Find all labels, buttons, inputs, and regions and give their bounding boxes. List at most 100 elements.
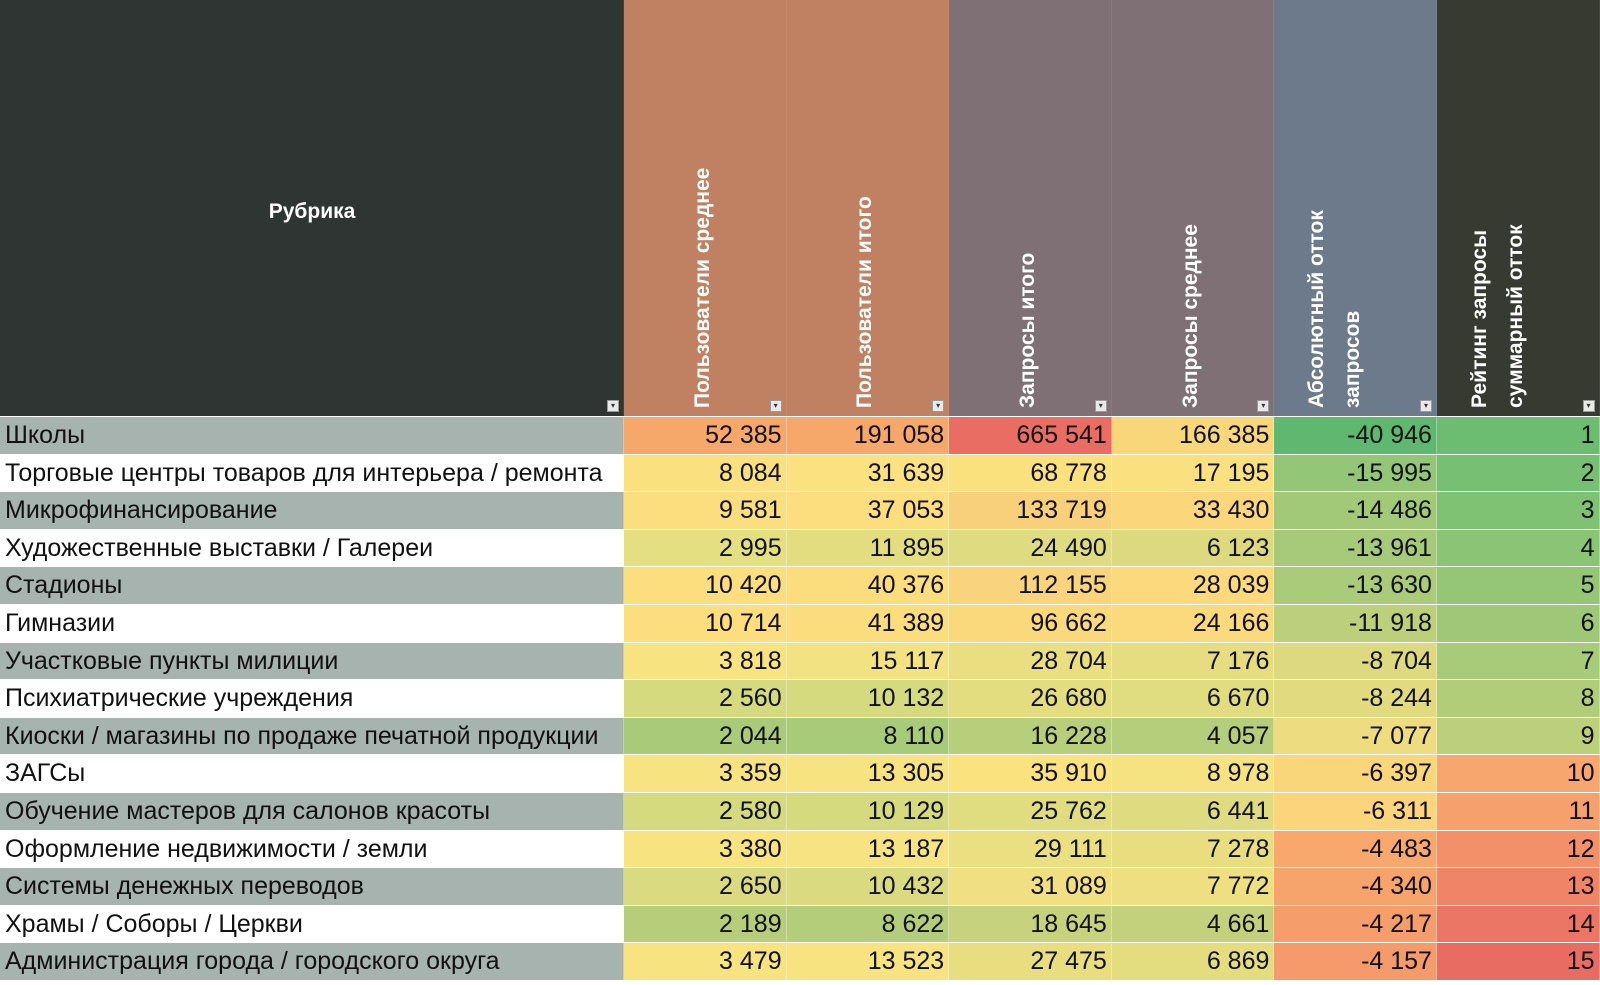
value-cell[interactable]: -6 397 [1274,755,1437,792]
rubric-cell[interactable]: Обучение мастеров для салонов красоты [0,792,624,830]
value-cell[interactable]: 52 385 [624,417,787,454]
value-cell[interactable]: 14 [1436,905,1600,943]
value-cell[interactable]: 68 778 [949,454,1112,492]
value-cell[interactable]: 13 305 [786,755,950,792]
filter-dropdown-icon[interactable]: ▾ [1257,400,1270,412]
value-cell[interactable]: 4 057 [1111,717,1275,755]
value-cell[interactable]: 2 [1436,454,1600,492]
value-cell[interactable]: -8 244 [1274,680,1437,717]
rubric-cell[interactable]: ЗАГСы [0,755,624,792]
rubric-cell[interactable]: Киоски / магазины по продаже печатной пр… [0,717,624,755]
value-cell[interactable]: 24 490 [949,529,1112,567]
value-cell[interactable]: 12 [1436,830,1600,868]
value-cell[interactable]: 4 661 [1111,905,1275,943]
value-cell[interactable]: 17 195 [1111,454,1275,492]
value-cell[interactable]: 10 [1436,755,1600,792]
value-cell[interactable]: 6 123 [1111,529,1275,567]
value-cell[interactable]: 4 [1436,529,1600,567]
value-cell[interactable]: 10 420 [624,567,787,604]
value-cell[interactable]: 7 278 [1111,830,1275,868]
value-cell[interactable]: 2 044 [624,717,787,755]
value-cell[interactable]: 13 [1436,868,1600,905]
value-cell[interactable]: 2 650 [624,868,787,905]
value-cell[interactable]: 166 385 [1111,417,1275,454]
rubric-cell[interactable]: Психиатрические учреждения [0,680,624,717]
rubric-cell[interactable]: Микрофинансирование [0,492,624,529]
value-cell[interactable]: -15 995 [1274,454,1437,492]
value-cell[interactable]: -4 157 [1274,943,1437,980]
value-cell[interactable]: 3 380 [624,830,787,868]
value-cell[interactable]: 11 [1436,792,1600,830]
value-cell[interactable]: -11 918 [1274,604,1437,642]
value-cell[interactable]: -4 217 [1274,905,1437,943]
value-cell[interactable]: 8 978 [1111,755,1275,792]
value-cell[interactable]: 26 680 [949,680,1112,717]
value-cell[interactable]: 10 714 [624,604,787,642]
filter-dropdown-icon[interactable]: ▾ [769,400,782,412]
value-cell[interactable]: 2 580 [624,792,787,830]
value-cell[interactable]: 40 376 [786,567,950,604]
value-cell[interactable]: -14 486 [1274,492,1437,529]
value-cell[interactable]: 31 639 [786,454,950,492]
filter-dropdown-icon[interactable]: ▾ [607,400,619,412]
value-cell[interactable]: 6 670 [1111,680,1275,717]
value-cell[interactable]: -13 630 [1274,567,1437,604]
value-cell[interactable]: 24 166 [1111,604,1275,642]
rubric-cell[interactable]: Системы денежных переводов [0,868,624,905]
rubric-cell[interactable]: Школы [0,417,624,454]
value-cell[interactable]: -4 340 [1274,868,1437,905]
value-cell[interactable]: 665 541 [949,417,1112,454]
value-cell[interactable]: 5 [1436,567,1600,604]
value-cell[interactable]: 7 176 [1111,642,1275,680]
value-cell[interactable]: 15 117 [786,642,950,680]
value-cell[interactable]: 3 479 [624,943,787,980]
rubric-cell[interactable]: Администрация города / городского округа [0,943,624,980]
value-cell[interactable]: 191 058 [786,417,950,454]
value-cell[interactable]: 16 228 [949,717,1112,755]
value-cell[interactable]: 10 432 [786,868,950,905]
value-cell[interactable]: 3 359 [624,755,787,792]
value-cell[interactable]: 33 430 [1111,492,1275,529]
filter-dropdown-icon[interactable]: ▾ [1094,400,1107,412]
value-cell[interactable]: 10 132 [786,680,950,717]
rubric-cell[interactable]: Храмы / Соборы / Церкви [0,905,624,943]
value-cell[interactable]: 10 129 [786,792,950,830]
value-cell[interactable]: 15 [1436,943,1600,980]
value-cell[interactable]: 31 089 [949,868,1112,905]
rubric-cell[interactable]: Участковые пункты милиции [0,642,624,680]
filter-dropdown-icon[interactable]: ▾ [932,400,945,412]
value-cell[interactable]: 9 [1436,717,1600,755]
value-cell[interactable]: 8 [1436,680,1600,717]
value-cell[interactable]: 18 645 [949,905,1112,943]
value-cell[interactable]: 25 762 [949,792,1112,830]
value-cell[interactable]: 37 053 [786,492,950,529]
value-cell[interactable]: 2 189 [624,905,787,943]
value-cell[interactable]: 13 187 [786,830,950,868]
value-cell[interactable]: 96 662 [949,604,1112,642]
value-cell[interactable]: -8 704 [1274,642,1437,680]
rubric-cell[interactable]: Стадионы [0,567,624,604]
value-cell[interactable]: 13 523 [786,943,950,980]
value-cell[interactable]: 6 869 [1111,943,1275,980]
value-cell[interactable]: 8 110 [786,717,950,755]
value-cell[interactable]: 27 475 [949,943,1112,980]
value-cell[interactable]: 1 [1436,417,1600,454]
value-cell[interactable]: 28 039 [1111,567,1275,604]
value-cell[interactable]: 35 910 [949,755,1112,792]
rubric-cell[interactable]: Торговые центры товаров для интерьера / … [0,454,624,492]
value-cell[interactable]: 112 155 [949,567,1112,604]
value-cell[interactable]: 9 581 [624,492,787,529]
value-cell[interactable]: 7 [1436,642,1600,680]
value-cell[interactable]: 8 084 [624,454,787,492]
value-cell[interactable]: 6 [1436,604,1600,642]
rubric-cell[interactable]: Оформление недвижимости / земли [0,830,624,868]
value-cell[interactable]: 133 719 [949,492,1112,529]
value-cell[interactable]: 2 560 [624,680,787,717]
filter-dropdown-icon[interactable]: ▾ [1582,400,1595,412]
filter-dropdown-icon[interactable]: ▾ [1419,400,1432,412]
rubric-cell[interactable]: Художественные выставки / Галереи [0,529,624,567]
value-cell[interactable]: 3 [1436,492,1600,529]
value-cell[interactable]: -4 483 [1274,830,1437,868]
value-cell[interactable]: -6 311 [1274,792,1437,830]
value-cell[interactable]: -40 946 [1274,417,1437,454]
